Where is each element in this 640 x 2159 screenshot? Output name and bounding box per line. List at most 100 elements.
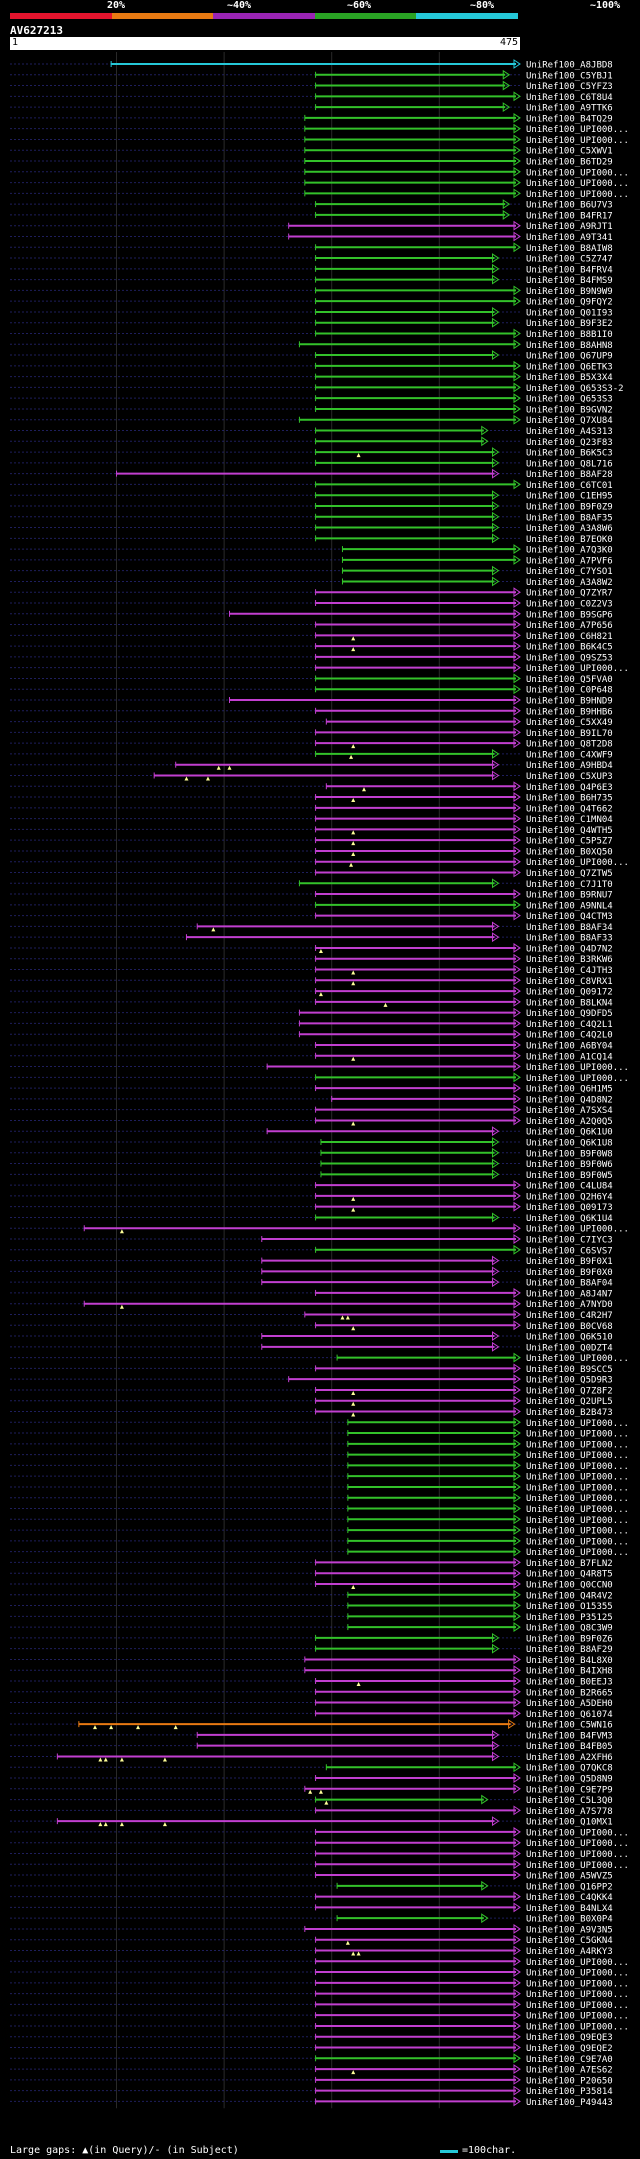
hit-label[interactable]: UniRef100_UPI000... [526,1451,629,1461]
hit-label[interactable]: UniRef100_Q5D9R3 [526,1376,613,1386]
hit-label[interactable]: UniRef100_A2XFH6 [526,1753,613,1763]
hit-row[interactable]: UniRef100_B7FLN2 [10,1557,613,1569]
hit-label[interactable]: UniRef100_B2B473 [526,1408,613,1418]
hit-row[interactable]: UniRef100_Q4R4V2 [10,1589,613,1602]
hit-row[interactable]: UniRef100_P20650 [10,2074,613,2087]
hit-label[interactable]: UniRef100_C6T8U4 [526,93,613,103]
hit-row[interactable]: UniRef100_C0P648 [10,684,613,696]
hit-row[interactable]: UniRef100_B2R665 [10,1686,613,1699]
hit-row[interactable]: UniRef100_C9E7A0 [10,2053,613,2065]
hit-row[interactable]: UniRef100_B8AF35 [10,511,613,524]
hit-label[interactable]: UniRef100_A8J4N7 [526,1289,613,1299]
hit-label[interactable]: UniRef100_C5Z747 [526,255,613,265]
hit-label[interactable]: UniRef100_UPI000... [526,1516,629,1526]
hit-row[interactable]: UniRef100_UPI000... [10,1460,629,1472]
hit-row[interactable]: UniRef100_C7J1T0 [10,878,613,890]
hit-row[interactable]: UniRef100_UPI000... [10,856,629,869]
hit-row[interactable]: UniRef100_B8AF04 [10,1277,613,1289]
hit-label[interactable]: UniRef100_Q7XU84 [526,416,613,426]
hit-label[interactable]: UniRef100_B8B1I0 [526,330,613,340]
hit-label[interactable]: UniRef100_B9N9W9 [526,287,613,297]
hit-label[interactable]: UniRef100_B9GVN2 [526,405,613,415]
hit-label[interactable]: UniRef100_B9F0Z9 [526,502,613,512]
hit-label[interactable]: UniRef100_UPI000... [526,1861,629,1871]
hit-label[interactable]: UniRef100_B9F0W6 [526,1160,613,1170]
hit-row[interactable]: UniRef100_UPI000... [10,662,629,675]
hit-label[interactable]: UniRef100_UPI000... [526,1537,629,1547]
hit-row[interactable]: UniRef100_O15355 [10,1600,613,1613]
hit-row[interactable]: UniRef100_C5YFZ3 [10,80,613,93]
hit-row[interactable]: UniRef100_Q4WTH5 [10,824,613,836]
hit-label[interactable]: UniRef100_B6TD29 [526,158,613,168]
hit-row[interactable]: UniRef100_UPI000... [10,1546,629,1559]
hit-label[interactable]: UniRef100_Q6K1U4 [526,1214,613,1224]
hit-row[interactable]: UniRef100_B9F0Z9 [10,501,613,512]
hit-row[interactable]: UniRef100_B0CV68 [10,1320,613,1332]
hit-label[interactable]: UniRef100_B9F0X1 [526,1257,613,1267]
hit-label[interactable]: UniRef100_Q67UP9 [526,352,613,362]
hit-row[interactable]: UniRef100_B9F3E2 [10,317,613,330]
hit-label[interactable]: UniRef100_A7Q3K0 [526,546,613,556]
hit-row[interactable]: UniRef100_UPI000... [10,1535,629,1548]
hit-label[interactable]: UniRef100_A7NYD0 [526,1300,613,1310]
hit-label[interactable]: UniRef100_Q7ZTW5 [526,869,613,879]
hit-label[interactable]: UniRef100_C0Z2V3 [526,600,613,610]
hit-label[interactable]: UniRef100_A3A8W6 [526,524,613,534]
hit-label[interactable]: UniRef100_B2R665 [526,1688,613,1698]
hit-row[interactable]: UniRef100_Q6K510 [10,1331,613,1343]
hit-row[interactable]: UniRef100_C6H821 [10,630,613,642]
hit-row[interactable]: UniRef100_C4JTH3 [10,964,613,977]
hit-label[interactable]: UniRef100_UPI000... [526,1074,629,1084]
hit-label[interactable]: UniRef100_A3A8W2 [526,578,613,588]
hit-label[interactable]: UniRef100_Q0DZT4 [526,1343,613,1353]
hit-label[interactable]: UniRef100_Q4T662 [526,804,613,814]
hit-label[interactable]: UniRef100_UPI000... [526,136,629,146]
hit-row[interactable]: UniRef100_B8AF33 [10,932,613,944]
hit-label[interactable]: UniRef100_UPI000... [526,1225,629,1235]
hit-row[interactable]: UniRef100_Q7Z8F2 [10,1385,613,1397]
hit-label[interactable]: UniRef100_B0CV68 [526,1322,613,1332]
hit-label[interactable]: UniRef100_Q4CTM3 [526,912,613,922]
hit-row[interactable]: UniRef100_Q23F83 [10,436,613,448]
hit-label[interactable]: UniRef100_UPI000... [526,1063,629,1073]
hit-row[interactable]: UniRef100_UPI000... [10,1492,629,1505]
hit-label[interactable]: UniRef100_C4JTH3 [526,966,613,976]
hit-row[interactable]: UniRef100_Q9EQE2 [10,2042,613,2055]
hit-label[interactable]: UniRef100_Q5D8N9 [526,1775,613,1785]
hit-label[interactable]: UniRef100_A2Q0Q5 [526,1117,613,1127]
hit-label[interactable]: UniRef100_Q9DFD5 [526,1009,613,1019]
hit-label[interactable]: UniRef100_C5YBJ1 [526,71,613,81]
hit-row[interactable]: UniRef100_C5P5Z7 [10,835,613,847]
hit-label[interactable]: UniRef100_C5XUP3 [526,772,613,782]
hit-row[interactable]: UniRef100_B0XQ50 [10,846,613,858]
hit-row[interactable]: UniRef100_B4FR17 [10,209,613,222]
hit-label[interactable]: UniRef100_B9F0X0 [526,1268,613,1278]
hit-label[interactable]: UniRef100_UPI000... [526,1440,629,1450]
hit-label[interactable]: UniRef100_UPI000... [526,1969,629,1979]
hit-label[interactable]: UniRef100_B4TQ29 [526,114,613,124]
hit-label[interactable]: UniRef100_Q653S3-2 [526,384,624,394]
hit-row[interactable]: UniRef100_B8AF28 [10,468,613,481]
hit-label[interactable]: UniRef100_B6U7V3 [526,201,613,211]
hit-row[interactable]: UniRef100_UPI000... [10,1525,629,1537]
hit-label[interactable]: UniRef100_B4FRV4 [526,265,613,275]
hit-label[interactable]: UniRef100_UPI000... [526,1419,629,1429]
hit-row[interactable]: UniRef100_B8AIW8 [10,242,613,254]
hit-row[interactable]: UniRef100_C4Q2L1 [10,1018,613,1030]
hit-label[interactable]: UniRef100_A1CQ14 [526,1052,613,1062]
hit-row[interactable]: UniRef100_A8J4N7 [10,1287,613,1300]
hit-row[interactable]: UniRef100_A9T341 [10,231,613,243]
hit-row[interactable]: UniRef100_B9F0X0 [10,1266,613,1278]
hit-row[interactable]: UniRef100_B9N9W9 [10,285,613,297]
hit-label[interactable]: UniRef100_O15355 [526,1602,613,1612]
hit-label[interactable]: UniRef100_C6SVS7 [526,1246,613,1256]
hit-row[interactable]: UniRef100_B8B1I0 [10,328,613,341]
hit-row[interactable]: UniRef100_B4NLX4 [10,1902,613,1914]
hit-row[interactable]: UniRef100_Q7QKC8 [10,1762,613,1774]
hit-row[interactable]: UniRef100_A9TTK6 [10,102,613,114]
hit-label[interactable]: UniRef100_B8AF29 [526,1645,613,1655]
hit-label[interactable]: UniRef100_Q2H6Y4 [526,1192,613,1202]
hit-row[interactable]: UniRef100_P49443 [10,2096,613,2108]
hit-row[interactable]: UniRef100_Q7ZYR7 [10,587,613,599]
hit-row[interactable]: UniRef100_Q8L716 [10,457,613,470]
